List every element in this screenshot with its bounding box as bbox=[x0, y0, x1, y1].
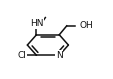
Text: Cl: Cl bbox=[17, 51, 26, 60]
Text: OH: OH bbox=[79, 21, 92, 30]
Text: HN: HN bbox=[29, 19, 43, 28]
Text: N: N bbox=[55, 51, 62, 60]
